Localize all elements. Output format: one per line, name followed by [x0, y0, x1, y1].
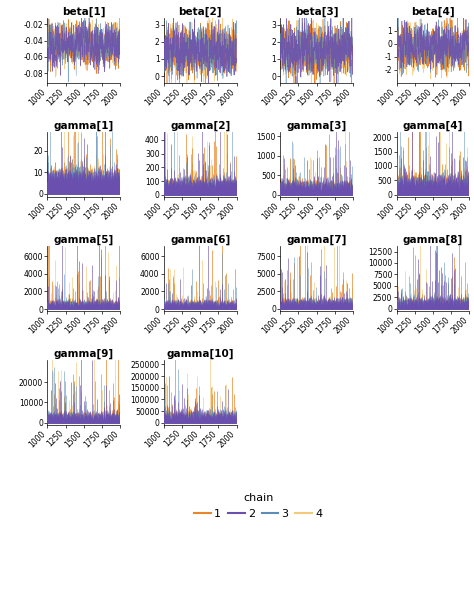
Title: gamma[8]: gamma[8] — [403, 235, 463, 245]
Title: gamma[2]: gamma[2] — [170, 121, 230, 131]
Legend: 1, 2, 3, 4: 1, 2, 3, 4 — [190, 489, 327, 523]
Title: gamma[3]: gamma[3] — [286, 121, 346, 131]
Title: beta[1]: beta[1] — [62, 7, 106, 17]
Title: gamma[4]: gamma[4] — [403, 121, 463, 131]
Title: gamma[7]: gamma[7] — [286, 235, 346, 245]
Title: beta[2]: beta[2] — [178, 7, 222, 17]
Title: beta[4]: beta[4] — [411, 7, 455, 17]
Title: gamma[10]: gamma[10] — [166, 349, 234, 359]
Title: gamma[9]: gamma[9] — [54, 349, 114, 359]
Title: gamma[6]: gamma[6] — [170, 235, 230, 245]
Title: beta[3]: beta[3] — [295, 7, 338, 17]
Title: gamma[1]: gamma[1] — [54, 121, 114, 131]
Title: gamma[5]: gamma[5] — [54, 235, 114, 245]
